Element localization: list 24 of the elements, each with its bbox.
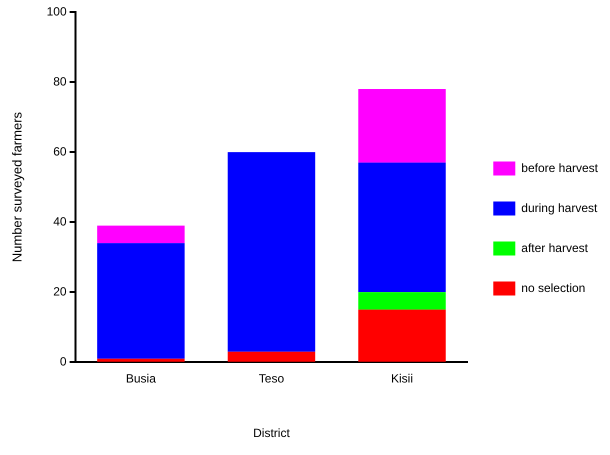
legend-label: before harvest (521, 160, 599, 175)
bar (358, 292, 446, 310)
legend-label: no selection (521, 280, 586, 295)
bar (228, 352, 316, 362)
legend-label: during harvest (521, 200, 598, 215)
bar (358, 310, 446, 362)
y-tick-label: 60 (53, 144, 67, 158)
y-tick-label: 20 (53, 284, 67, 298)
y-tick-label: 100 (46, 4, 67, 18)
x-tick-label: Teso (258, 372, 284, 386)
bar (358, 162, 446, 292)
bar (97, 243, 185, 359)
legend-label: after harvest (521, 240, 589, 255)
y-tick-label: 40 (53, 214, 67, 228)
bar (97, 226, 185, 244)
y-tick-label: 80 (53, 74, 67, 88)
bar (228, 152, 316, 352)
y-axis-title: Number surveyed farmers (9, 111, 24, 262)
bar (97, 358, 185, 362)
x-tick-label: Kisii (391, 372, 414, 386)
x-tick-label: Busia (126, 372, 156, 386)
bar (358, 89, 446, 163)
x-axis-title: District (253, 426, 290, 440)
y-tick-label: 0 (60, 354, 67, 369)
